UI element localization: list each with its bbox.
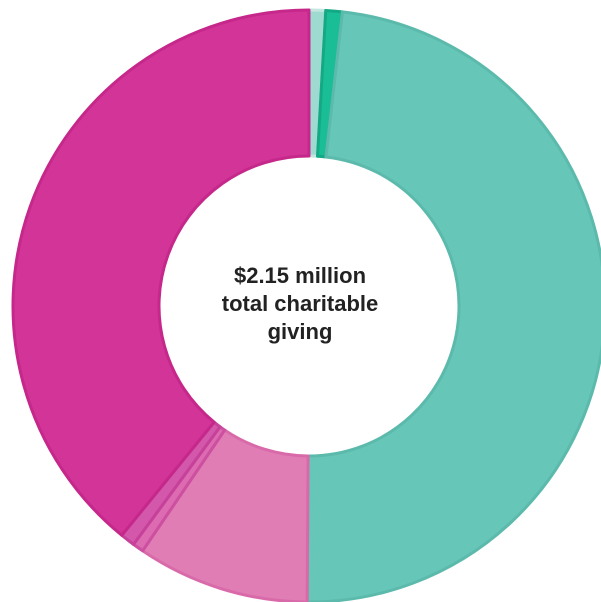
donut-slice-7 — [11, 8, 311, 537]
center-label-line-2: total charitable — [221, 291, 379, 316]
donut-slices — [11, 8, 601, 602]
center-label-line-3: giving — [267, 319, 333, 344]
center-label-line-1: $2.15 million — [233, 263, 367, 288]
center-label: $2.15 million total charitable giving — [180, 262, 420, 346]
donut-slice-3 — [305, 10, 601, 602]
